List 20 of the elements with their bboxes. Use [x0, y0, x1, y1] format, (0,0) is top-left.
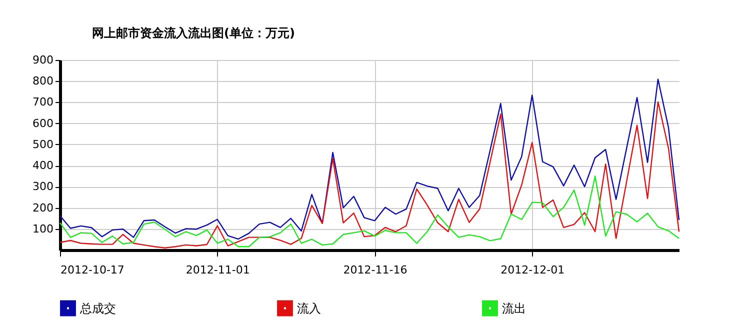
x-tick-label: 2012-12-01	[500, 264, 565, 276]
line-series	[59, 78, 680, 240]
x-tick-label: 2012-11-16	[343, 264, 408, 276]
legend-label: 流入	[297, 301, 321, 316]
chart-title: 网上邮市资金流入流出图(单位：万元)	[92, 26, 295, 40]
legend-label: 流出	[502, 301, 526, 316]
y-tick-label: 800	[32, 74, 54, 88]
y-tick-label: 700	[32, 96, 54, 109]
legend-label: 总成交	[79, 301, 116, 316]
x-tick-label: 2012-10-17	[60, 264, 124, 276]
y-tick-label: 200	[32, 201, 54, 214]
y-tick-label: 500	[32, 138, 54, 151]
line-series	[59, 101, 680, 248]
y-tick-label: 600	[32, 116, 54, 130]
x-tick-label: 2012-11-01	[186, 264, 250, 276]
y-tick-label: 300	[32, 180, 54, 194]
y-tick-label: 900	[32, 54, 54, 66]
y-tick-label: 100	[32, 222, 54, 236]
line-series	[59, 176, 680, 248]
y-tick-label: 400	[32, 159, 54, 172]
